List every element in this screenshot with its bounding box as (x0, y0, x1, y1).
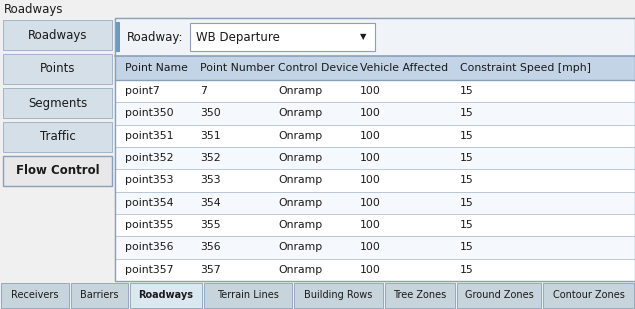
Text: point351: point351 (125, 131, 173, 141)
Bar (115, 169, 635, 192)
Text: Flow Control: Flow Control (16, 164, 99, 177)
Text: 15: 15 (460, 86, 474, 96)
Bar (3, 54, 112, 84)
Text: Onramp: Onramp (278, 243, 322, 252)
Text: 355: 355 (200, 220, 220, 230)
Text: Vehicle Affected: Vehicle Affected (360, 63, 448, 73)
Bar (457, 283, 541, 308)
Bar (115, 236, 635, 259)
Text: Segments: Segments (28, 96, 87, 109)
Text: 100: 100 (360, 265, 381, 275)
Bar (294, 283, 383, 308)
Text: 351: 351 (200, 131, 220, 141)
Text: 15: 15 (460, 265, 474, 275)
Bar (3, 88, 112, 118)
Bar (115, 125, 635, 147)
Text: Constraint Speed [mph]: Constraint Speed [mph] (460, 63, 591, 73)
Text: point356: point356 (125, 243, 173, 252)
Text: Traffic: Traffic (39, 130, 76, 143)
Bar (115, 80, 635, 102)
Text: Ground Zones: Ground Zones (465, 290, 533, 300)
Text: point357: point357 (125, 265, 173, 275)
Text: Tree Zones: Tree Zones (393, 290, 446, 300)
Bar (115, 56, 635, 80)
Bar (0, 18, 115, 281)
Bar (0, 0, 635, 18)
Text: 100: 100 (360, 153, 381, 163)
Text: Terrain Lines: Terrain Lines (217, 290, 279, 300)
Text: Point Number: Point Number (200, 63, 274, 73)
Bar (130, 283, 201, 308)
Text: Receivers: Receivers (11, 290, 59, 300)
Text: 357: 357 (200, 265, 220, 275)
Text: point7: point7 (125, 86, 160, 96)
Bar (385, 283, 455, 308)
Bar (71, 283, 128, 308)
Bar (190, 23, 375, 51)
Text: Onramp: Onramp (278, 265, 322, 275)
Bar (115, 18, 635, 281)
Text: Onramp: Onramp (278, 220, 322, 230)
Text: point352: point352 (125, 153, 173, 163)
Text: 15: 15 (460, 153, 474, 163)
Text: 353: 353 (200, 176, 220, 185)
Text: 100: 100 (360, 108, 381, 118)
Bar (543, 283, 634, 308)
Text: Onramp: Onramp (278, 108, 322, 118)
Text: Point Name: Point Name (125, 63, 188, 73)
Bar (115, 18, 635, 56)
Text: Roadways: Roadways (28, 28, 87, 41)
Bar (115, 214, 635, 236)
Bar (3, 122, 112, 152)
Text: Building Rows: Building Rows (304, 290, 373, 300)
Text: 100: 100 (360, 198, 381, 208)
Text: 350: 350 (200, 108, 221, 118)
Text: 100: 100 (360, 86, 381, 96)
Text: point354: point354 (125, 198, 173, 208)
Text: 354: 354 (200, 198, 220, 208)
Text: 15: 15 (460, 176, 474, 185)
Text: 15: 15 (460, 131, 474, 141)
Text: Roadways: Roadways (138, 290, 193, 300)
Text: WB Departure: WB Departure (196, 31, 280, 44)
Bar (116, 22, 120, 52)
Bar (3, 156, 112, 186)
Bar (0, 281, 635, 309)
Text: Control Device: Control Device (278, 63, 358, 73)
Text: point350: point350 (125, 108, 173, 118)
Text: Onramp: Onramp (278, 176, 322, 185)
Text: Points: Points (40, 62, 76, 75)
Text: 15: 15 (460, 243, 474, 252)
Text: 7: 7 (200, 86, 207, 96)
Text: point353: point353 (125, 176, 173, 185)
Text: Onramp: Onramp (278, 131, 322, 141)
Text: 100: 100 (360, 220, 381, 230)
Text: Barriers: Barriers (81, 290, 119, 300)
Bar (115, 147, 635, 169)
Text: Onramp: Onramp (278, 198, 322, 208)
Bar (3, 20, 112, 50)
Text: 100: 100 (360, 243, 381, 252)
Bar (115, 102, 635, 125)
Text: 15: 15 (460, 198, 474, 208)
Text: point355: point355 (125, 220, 173, 230)
Bar (1, 283, 69, 308)
Bar (115, 18, 635, 281)
Text: ▼: ▼ (360, 32, 366, 41)
Text: Roadways: Roadways (4, 2, 64, 15)
Text: 100: 100 (360, 131, 381, 141)
Text: 15: 15 (460, 108, 474, 118)
Text: 15: 15 (460, 220, 474, 230)
Text: 352: 352 (200, 153, 220, 163)
Text: Contour Zones: Contour Zones (552, 290, 625, 300)
Text: 100: 100 (360, 176, 381, 185)
Text: 356: 356 (200, 243, 220, 252)
Text: Onramp: Onramp (278, 86, 322, 96)
Bar (115, 192, 635, 214)
Bar (115, 259, 635, 281)
Text: Roadway:: Roadway: (127, 31, 184, 44)
Text: Onramp: Onramp (278, 153, 322, 163)
Bar (204, 283, 292, 308)
